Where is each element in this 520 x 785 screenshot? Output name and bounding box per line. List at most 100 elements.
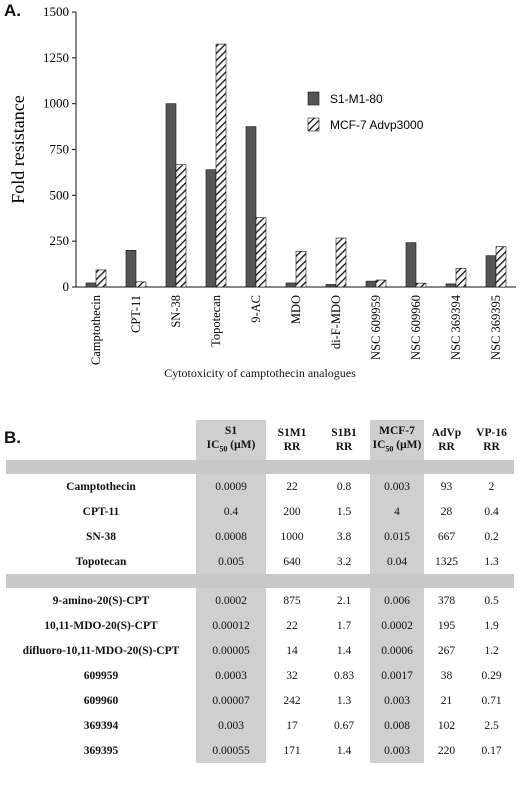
x-tick-label: Camptothecin	[89, 294, 103, 365]
bar-s1-m1-80	[325, 284, 337, 288]
table-cell: 1.3	[336, 694, 352, 707]
table-cell: 242	[283, 694, 301, 707]
table-row: 9-amino-20(S)-CPT 0.0002 875 2.1 0.006 378 0.5	[6, 588, 514, 613]
table-cell: 0.003	[370, 688, 424, 713]
bar-chart: 0 250 500 750 1000 1250 1500 Fold resistance Cam…	[8, 4, 516, 365]
x-tick-label: SN-38	[169, 295, 183, 328]
table-cell: 0.83	[333, 669, 355, 682]
table-cell: 0.006	[370, 588, 424, 613]
table-cell: 0.4	[196, 499, 266, 524]
table-cell: 0.00007	[196, 688, 266, 713]
bar-s1-m1-80	[205, 169, 217, 288]
compound-name-cell: 369395	[83, 744, 119, 757]
header-line-1: MCF-7	[379, 424, 415, 437]
bar-s1-m1-80	[405, 242, 417, 288]
table-cell: 1.4	[336, 644, 352, 657]
bar-s1-m1-80	[85, 282, 97, 288]
y-tick-label: 1500	[43, 4, 69, 19]
table-cell: 0.00055	[196, 738, 266, 763]
table-row: CPT-11 0.4 200 1.5 4 28 0.4	[6, 499, 514, 524]
subscript: 50	[385, 444, 394, 454]
table-cell: 0.0009	[196, 474, 266, 499]
header-line-2: IC50 (μM)	[206, 438, 256, 454]
table-cell: 200	[283, 505, 301, 518]
x-tick-label: NSC 369395	[489, 295, 503, 360]
table-cell: 1.2	[484, 644, 499, 657]
table-cell: 1000	[280, 530, 304, 543]
bar-mcf7-advp3000	[495, 246, 507, 288]
table-header-cell: S1B1 RR	[318, 420, 370, 460]
table-header-cell: MCF-7 IC50 (μM)	[370, 420, 424, 460]
table-header-cell: S1M1 RR	[266, 420, 318, 460]
compound-name-cell: 369394	[83, 719, 119, 732]
legend-swatch	[307, 117, 320, 132]
table-header-row: S1 IC50 (μM) S1M1 RR S1B1 RR MCF-7 IC50 (μM) AdV…	[6, 420, 514, 460]
table-cell: 0.29	[481, 669, 502, 682]
table-cell: 220	[437, 744, 456, 757]
table-cell: 875	[283, 594, 301, 607]
separator-cell	[6, 574, 514, 588]
table-cell: 1.4	[336, 744, 352, 757]
table-cell: 0.003	[370, 738, 424, 763]
x-tick-label: MDO	[289, 295, 303, 324]
panel-a-label: A.	[4, 1, 21, 20]
bar-s1-m1-80	[245, 126, 257, 288]
table-cell: 21	[440, 694, 453, 707]
table-cell: 3.8	[336, 530, 352, 543]
y-tick-label: 250	[50, 233, 70, 248]
table-cell: 17	[286, 719, 298, 732]
table-cell: 195	[437, 619, 456, 632]
x-axis-caption: Cytotoxicity of camptothecin analogues	[164, 366, 356, 380]
table-header-cell: S1 IC50 (μM)	[196, 420, 266, 460]
table-cell: 2.5	[484, 719, 499, 732]
table-cell: 22	[286, 480, 298, 493]
table-row: 609959 0.0003 32 0.83 0.0017 38 0.29	[6, 663, 514, 688]
table-cell: 0.015	[370, 524, 424, 549]
table-cell: 667	[437, 530, 456, 543]
compound-name-cell: Topotecan	[75, 555, 127, 568]
y-tick-label: 1000	[43, 96, 69, 111]
subscript: 50	[219, 444, 228, 454]
table-cell: 0.0008	[196, 524, 266, 549]
table-row: 369394 0.003 17 0.67 0.008 102 2.5	[6, 713, 514, 738]
bar-mcf7-advp3000	[455, 267, 467, 288]
table-cell: 267	[437, 644, 456, 657]
table-cell: 0.8	[336, 480, 352, 493]
table-cell: 0.0002	[370, 613, 424, 638]
bar-mcf7-advp3000	[295, 250, 307, 288]
table-cell: 0.00012	[196, 613, 266, 638]
table-cell: 93	[440, 480, 453, 493]
table-cell: 171	[283, 744, 301, 757]
table-cell: 2	[488, 480, 495, 493]
table-cell: 0.04	[370, 549, 424, 574]
header-line-1: VP-16	[476, 427, 507, 439]
header-line-2: IC50 (μM)	[372, 438, 422, 454]
table-cell: 0.0006	[370, 638, 424, 663]
bar-s1-m1-80	[445, 283, 457, 288]
table-cell: 4	[370, 499, 424, 524]
table-cell: 0.0002	[196, 588, 266, 613]
x-tick-label: CPT-11	[129, 295, 143, 333]
table-header-cell: VP-16 RR	[469, 420, 514, 460]
header-line-1: S1	[224, 424, 238, 437]
table-cell: 102	[437, 719, 456, 732]
bar-s1-m1-80	[485, 255, 497, 288]
table-cell: 14	[286, 644, 298, 657]
y-axis-label: Fold resistance	[8, 95, 28, 203]
table-cell: 640	[283, 555, 301, 568]
bar-s1-m1-80	[285, 282, 297, 288]
table-cell: 38	[440, 669, 453, 682]
legend-label: S1-M1-80	[330, 92, 383, 106]
table-cell: 0.005	[196, 549, 266, 574]
table-cell: 3.2	[336, 555, 352, 568]
header-line-2: RR	[335, 441, 353, 453]
bar-s1-m1-80	[125, 250, 137, 288]
table-cell: 0.5	[484, 594, 499, 607]
table-cell: 0.00005	[196, 638, 266, 663]
y-tick-label: 500	[50, 187, 70, 202]
compound-name-cell: Camptothecin	[66, 480, 136, 493]
table-cell: 28	[440, 505, 453, 518]
bar-mcf7-advp3000	[175, 164, 187, 288]
x-tick-label: Topotecan	[209, 294, 223, 347]
bar-mcf7-advp3000	[335, 237, 347, 288]
